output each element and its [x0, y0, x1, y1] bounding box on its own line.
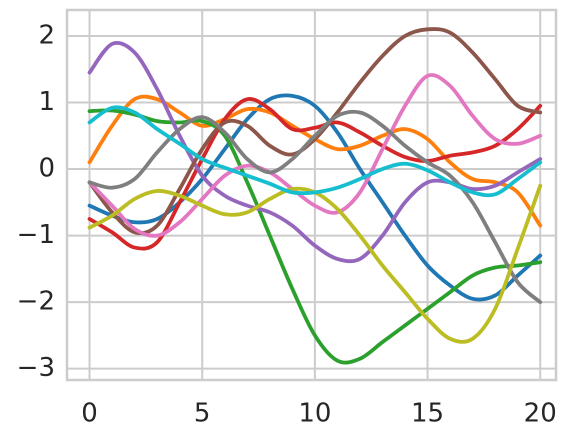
y-tick-label: 2 [38, 20, 55, 50]
tick-labels: 0 5 10 15 20 −3 −2 −1 0 1 2 [17, 20, 557, 428]
x-tick-label: 5 [194, 399, 211, 429]
y-tick-label: 1 [38, 87, 55, 117]
lines [87, 27, 543, 365]
series-line [87, 109, 543, 305]
x-tick-label: 20 [524, 399, 557, 429]
series-line [87, 73, 543, 238]
y-tick-label: −2 [17, 287, 55, 317]
y-tick-label: −1 [17, 220, 55, 250]
series-line [87, 27, 543, 236]
x-tick-label: 15 [411, 399, 444, 429]
y-tick-label: −3 [17, 353, 55, 383]
grid [67, 10, 556, 380]
series-line [87, 105, 543, 198]
x-tick-label: 0 [81, 399, 98, 429]
series-line [87, 108, 543, 365]
x-tick-label: 10 [298, 399, 331, 429]
plot-frame [65, 8, 558, 382]
y-tick-label: 0 [38, 154, 55, 184]
series-line [87, 40, 543, 264]
